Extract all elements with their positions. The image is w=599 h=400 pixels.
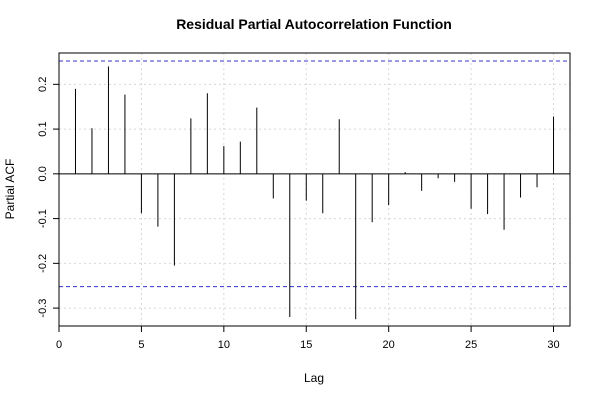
x-tick-label-1: 5: [138, 339, 144, 351]
plot-frame: [58, 52, 571, 327]
spike-layer: [74, 66, 555, 320]
x-tick-label-3: 15: [300, 339, 312, 351]
axis-layer: 0 5 10 15 20 25 30 -0.3 -0.2 -0.1 0.0 0.1 0.2: [37, 52, 571, 351]
chart-title: Residual Partial Autocorrelation Functio…: [176, 16, 452, 32]
x-tick-label-5: 25: [465, 339, 477, 351]
x-tick-label-6: 30: [547, 339, 559, 351]
x-tick-label-4: 20: [383, 339, 395, 351]
y-axis-label: Partial ACF: [3, 159, 17, 220]
confidence-band-layer: [59, 60, 570, 288]
y-tick-label-5: 0.2: [37, 77, 49, 92]
y-tick-label-0: -0.3: [37, 299, 49, 318]
grid-layer: [58, 53, 570, 326]
x-tick-label-0: 0: [56, 339, 62, 351]
y-tick-label-3: 0.0: [37, 166, 49, 181]
y-tick-label-2: -0.1: [37, 209, 49, 228]
x-axis-label: Lag: [304, 371, 324, 385]
x-tick-label-2: 10: [218, 339, 230, 351]
y-tick-label-4: 0.1: [37, 121, 49, 136]
y-tick-label-1: -0.2: [37, 254, 49, 273]
